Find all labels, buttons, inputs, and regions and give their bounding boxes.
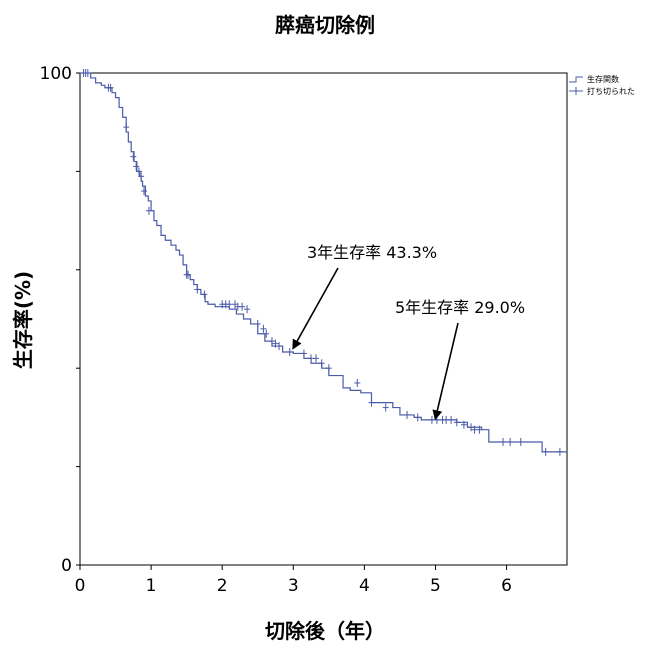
censor-marker [300,349,307,358]
plot-border [79,72,568,566]
censor-markers [80,69,563,456]
x-tick-label: 6 [501,576,512,596]
censor-marker [194,285,201,294]
y-tick-label: 100 [40,64,72,84]
censor-marker [286,347,293,356]
x-tick-label: 4 [359,576,370,596]
censor-marker [260,324,267,333]
censor-marker [500,438,507,446]
censor-marker [404,410,411,419]
censor-marker [448,415,455,424]
censor-marker [556,447,563,456]
censor-marker [201,290,208,299]
x-tick-label: 2 [217,576,228,596]
censor-marker [460,420,467,429]
censor-marker [130,152,137,161]
y-axis-title: 生存率(%) [11,271,35,369]
censor-marker [542,447,549,456]
censor-marker [244,305,251,314]
legend-item-censored: 打ち切られた [569,86,635,96]
censor-marker [476,425,483,434]
censor-marker [136,167,143,176]
legend-step-icon [569,76,583,83]
censor-marker [185,270,192,279]
censor-marker [433,415,440,424]
censor-marker [382,403,389,412]
censor-marker [254,319,261,328]
censor-marker [468,423,475,432]
censor-marker [84,69,91,77]
annotation-label: 5年生存率 29.0% [395,298,525,317]
censor-marker [318,359,325,368]
survival-step-line [80,72,567,453]
censor-marker [140,187,147,196]
censor-marker [507,438,514,446]
legend-label-survival: 生存関数 [587,74,619,84]
censor-marker [239,302,246,311]
x-tick-label: 3 [288,576,299,596]
censor-marker [138,172,145,181]
censor-marker [133,162,140,171]
censor-marker [226,300,233,309]
annotations: 3年生存率 43.3% 5年生存率 29.0% [292,243,525,421]
x-tick-label: 0 [75,576,86,596]
x-axis: 0 1 2 3 4 5 6 [75,565,512,596]
censor-marker [276,342,283,351]
censor-marker [145,206,152,215]
censor-marker [313,354,320,363]
censor-marker [414,413,421,422]
annotation-arrow [292,267,339,350]
series-layer [80,72,567,453]
censor-marker [453,418,460,427]
y-tick-label: 0 [61,556,72,576]
plot-area [79,72,568,566]
x-tick-label: 1 [146,576,157,596]
censor-marker [517,438,524,446]
x-axis-title: 切除後（年） [265,619,385,643]
censor-marker [354,378,361,387]
y-axis: 0 100 [40,64,80,576]
annotation-arrow [432,322,459,421]
legend: 生存関数 打ち切られた [569,74,635,96]
censor-marker [268,337,275,346]
x-tick-label: 5 [430,576,441,596]
censor-marker [263,329,270,338]
annotation-label: 3年生存率 43.3% [307,243,437,262]
censor-marker [272,339,279,348]
censor-marker [368,398,375,407]
censor-marker [107,83,114,92]
censor-marker [325,364,332,373]
chart-title: 膵癌切除例 [275,13,375,37]
censor-marker [123,123,130,132]
legend-item-survival: 生存関数 [569,74,619,84]
legend-label-censored: 打ち切られた [587,86,635,96]
